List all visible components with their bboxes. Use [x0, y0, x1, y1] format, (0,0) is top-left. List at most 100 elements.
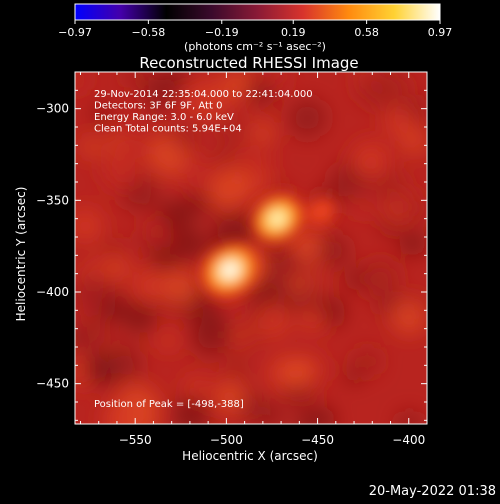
- x-tick-label: −550: [119, 433, 152, 447]
- x-tick-label: −500: [210, 433, 243, 447]
- background-blob: [83, 350, 117, 384]
- y-tick-label: −300: [36, 102, 69, 116]
- background-blob: [227, 323, 251, 348]
- background-blob: [80, 137, 100, 157]
- background-blob: [137, 229, 154, 247]
- colorbar-units-label: (photons cm⁻² s⁻¹ asec⁻²): [184, 40, 326, 53]
- background-blob: [216, 168, 236, 187]
- x-axis-ticks: −550 −500 −450 −400: [79, 72, 428, 447]
- background-blob: [75, 207, 104, 244]
- background-blob: [172, 395, 210, 424]
- y-tick-label: −400: [36, 285, 69, 299]
- background-blob: [224, 110, 243, 130]
- background-blob: [370, 169, 407, 206]
- y-axis-label: Heliocentric Y (arcsec): [14, 187, 28, 322]
- annotation-block: 29-Nov-2014 22:35:04.000 to 22:41:04.000…: [94, 89, 313, 135]
- background-blob: [214, 381, 246, 414]
- background-blob: [352, 199, 371, 217]
- background-blob: [222, 72, 251, 98]
- background-blob: [345, 367, 362, 384]
- background-blob: [288, 275, 308, 294]
- background-blob: [75, 72, 88, 92]
- y-axis-ticks: −300 −350 −400 −450: [36, 71, 427, 421]
- background-blob: [173, 227, 207, 261]
- annotation-line: 29-Nov-2014 22:35:04.000 to 22:41:04.000: [94, 89, 313, 100]
- background-blob: [187, 78, 229, 121]
- background-blob: [355, 73, 386, 104]
- background-blob: [100, 294, 129, 323]
- background-blob: [182, 187, 211, 217]
- background-blob: [163, 270, 199, 306]
- background-blob: [123, 72, 147, 89]
- colorbar-ticks: −0.97 −0.58 −0.19 0.19 0.58 0.97: [58, 20, 452, 39]
- annotation-line: Detectors: 3F 6F 9F, Att 0: [94, 101, 222, 112]
- background-blob: [403, 131, 427, 155]
- heatmap-plot-area: [75, 72, 427, 424]
- background-blob: [254, 301, 292, 339]
- background-blob: [257, 402, 284, 424]
- background-blob: [287, 98, 328, 138]
- background-blob: [353, 347, 382, 376]
- background-blob: [399, 229, 427, 257]
- x-tick-label: −450: [301, 433, 334, 447]
- background-blob: [75, 244, 84, 261]
- background-blob: [113, 335, 133, 355]
- annotation-line: Energy Range: 3.0 - 6.0 keV: [94, 112, 234, 123]
- colorbar-tick-label: 0.97: [428, 26, 453, 39]
- colorbar-tick-label: 0.58: [354, 26, 379, 39]
- colorbar-tick-label: −0.58: [132, 26, 166, 39]
- source-blob: [225, 265, 235, 275]
- background-blob: [169, 121, 201, 152]
- background-blob: [101, 399, 143, 424]
- background-blob: [391, 299, 427, 335]
- colorbar-tick-label: −0.19: [205, 26, 239, 39]
- background-blob: [184, 376, 206, 398]
- background-blob: [352, 144, 386, 178]
- annotation-line: Clean Total counts: 5.94E+04: [94, 124, 242, 135]
- plot-frame: [74, 71, 428, 425]
- background-blob: [112, 350, 143, 380]
- background-blob: [145, 215, 165, 235]
- background-blob: [124, 300, 157, 334]
- background-blob: [299, 307, 326, 333]
- background-blob: [101, 238, 124, 261]
- background-blob: [310, 406, 336, 424]
- background-blob: [118, 127, 152, 161]
- background-blob: [170, 72, 187, 81]
- background-blob: [102, 255, 121, 274]
- background-blob: [211, 211, 250, 250]
- background-blob: [132, 267, 170, 304]
- x-tick-label: −400: [392, 433, 425, 447]
- colorbar: [74, 3, 441, 21]
- background-blob: [225, 356, 251, 382]
- background-blob: [93, 104, 112, 123]
- background-blob: [158, 330, 178, 351]
- background-blob: [405, 99, 427, 120]
- background-blob: [247, 79, 274, 105]
- chart-title: Reconstructed RHESSI Image: [139, 54, 358, 72]
- source-blob: [318, 209, 324, 214]
- background-blob: [316, 233, 350, 268]
- background-blob: [141, 72, 178, 109]
- background-blob: [361, 259, 400, 298]
- background-blob: [149, 242, 180, 273]
- background-blob: [191, 325, 213, 347]
- background-blob: [233, 138, 272, 176]
- colorbar-tick-label: −0.97: [58, 26, 92, 39]
- x-axis-label: Heliocentric X (arcsec): [182, 449, 318, 463]
- background-blob: [254, 121, 275, 142]
- background-blob: [400, 196, 427, 223]
- source-emission: [200, 194, 337, 298]
- footer-date: 20-May-2022 01:38: [369, 484, 496, 499]
- background-blob: [79, 318, 111, 350]
- background-blob: [75, 306, 91, 324]
- background-blob: [282, 357, 314, 388]
- colorbar-tick-label: 0.19: [281, 26, 306, 39]
- y-tick-label: −450: [36, 377, 69, 391]
- background-blob: [396, 410, 422, 424]
- background-blob: [177, 156, 216, 196]
- y-tick-label: −350: [36, 193, 69, 207]
- source-blob: [273, 214, 282, 223]
